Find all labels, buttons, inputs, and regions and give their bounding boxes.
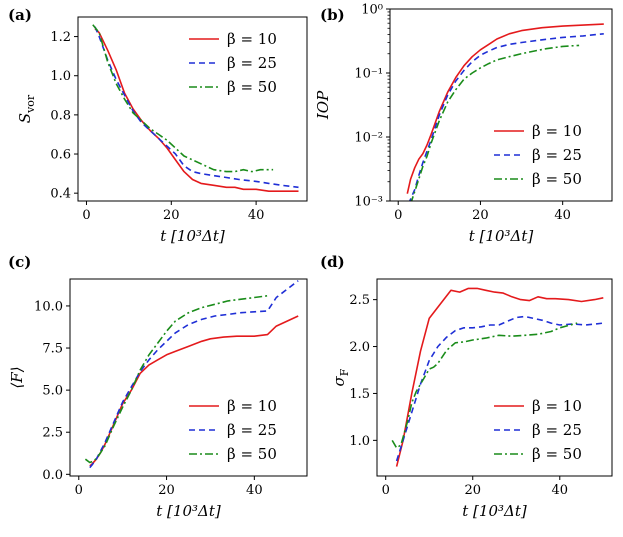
series-line-beta-10 [406,23,604,194]
y-axis-label-sub: vor [24,94,37,114]
series-line-beta-50 [84,295,268,464]
y-axis-label-group: IOP [314,90,332,120]
y-tick-label: 5.0 [42,384,63,399]
panel-label: (c) [8,253,31,271]
y-tick-label: 1.2 [50,30,71,45]
y-axis-label: Svor [16,94,37,123]
y-tick-label: 7.5 [42,342,63,357]
series-line-beta-25 [408,33,604,201]
panel-label: (d) [320,253,345,271]
legend: β = 10 β = 25 β = 50 [189,397,277,463]
y-tick-label: 10⁻³ [354,195,383,210]
x-tick-label: 0 [75,483,83,498]
legend-label: β = 25 [532,146,582,164]
x-tick-label: 20 [464,483,481,498]
legend-label: β = 10 [227,30,277,48]
y-axis-label-main: σ [330,375,348,386]
plot-area [92,24,299,192]
legend-label: β = 25 [532,421,582,439]
x-axis-label: t [10³Δt] [160,227,225,245]
x-tick-label: 40 [248,208,265,223]
x-tick-label: 20 [158,483,175,498]
y-axis-label: IOP [314,90,332,120]
legend-label: β = 50 [227,445,277,463]
y-tick-label: 10⁻² [354,131,383,146]
plot-area [391,287,604,467]
x-tick-label: 20 [472,208,489,223]
plot-area [84,280,299,469]
x-tick-label: 40 [554,208,571,223]
x-tick-label: 20 [163,208,180,223]
axes-frame [69,278,308,477]
legend: β = 10 β = 25 β = 50 [494,397,582,463]
series-line-beta-50 [391,322,578,449]
y-tick-label: 1.0 [349,434,370,449]
legend-label: β = 25 [227,421,277,439]
x-tick-label: 40 [246,483,263,498]
legend-label: β = 50 [532,445,582,463]
plot-area [406,23,604,201]
series-line-beta-10 [94,28,299,192]
panel-label: (a) [8,6,32,24]
series-line-beta-10 [395,287,604,467]
series-line-beta-50 [410,44,580,201]
legend-label: β = 50 [532,170,582,188]
y-tick-label: 0.8 [50,108,71,123]
axes-frame [77,16,308,202]
panel-c: (c) 0 20 40 0.0 2.5 5.0 7.5 10.0 t [10³Δt] ⟨F⟩ β = … [8,253,308,520]
x-axis-label: t [10³Δt] [469,227,534,245]
panel-label: (b) [320,6,345,24]
panel-a: (a) 0 20 40 0.4 0.6 0.8 1.0 1.2 t [10³Δt] Svor β = … [8,6,308,245]
y-tick-label: 10⁰ [361,3,383,18]
y-tick-label: 0.6 [50,148,71,163]
x-tick-label: 0 [394,208,402,223]
axes-frame [376,278,613,477]
series-line-beta-25 [395,315,604,462]
y-tick-label: 2.5 [349,293,370,308]
x-tick-label: 0 [82,208,90,223]
y-axis-label: ⟨F⟩ [8,366,26,388]
legend: β = 10 β = 25 β = 50 [494,122,582,188]
panel-d: (d)0 20 401.01.52.02.5t [10³Δt]σFβ = 10β =… [320,253,613,520]
legend: β = 10 β = 25 β = 50 [189,30,277,96]
y-axis-label-sub: F [338,368,351,376]
x-tick-label: 40 [552,483,569,498]
series-line-beta-25 [94,26,299,189]
y-tick-label: 2.0 [349,340,370,355]
y-tick-label: 0.4 [50,187,71,202]
series-line-beta-10 [89,315,299,467]
legend-label: β = 10 [532,122,582,140]
y-axis-label-group: ⟨F⟩ [8,366,26,388]
y-axis-label-group: Svor [16,94,37,123]
axes-frame [389,8,613,202]
series-line-beta-50 [92,24,274,173]
legend-label: β = 10 [532,397,582,415]
series-line-beta-25 [89,280,299,469]
y-tick-label: 0.0 [42,468,63,483]
x-axis-label: t [10³Δt] [462,502,527,520]
y-axis-label-main: S [16,113,34,123]
x-axis-label: t [10³Δt] [156,502,221,520]
legend-label: β = 25 [227,54,277,72]
x-tick-label: 0 [382,483,390,498]
y-tick-label: 1.5 [349,387,370,402]
y-tick-label: 10⁻¹ [354,67,383,82]
legend-label: β = 50 [227,78,277,96]
y-tick-label: 1.0 [50,69,71,84]
y-tick-label: 2.5 [42,426,63,441]
y-axis-label: σF [330,368,351,386]
y-axis-label-group: σF [330,368,351,386]
y-tick-label: 10.0 [34,299,63,314]
panel-b: (b) 0 20 40 10⁻³ 10⁻² 10⁻¹ 10⁰ t [10³Δt] IOP β = 1… [314,3,613,245]
legend-label: β = 10 [227,397,277,415]
